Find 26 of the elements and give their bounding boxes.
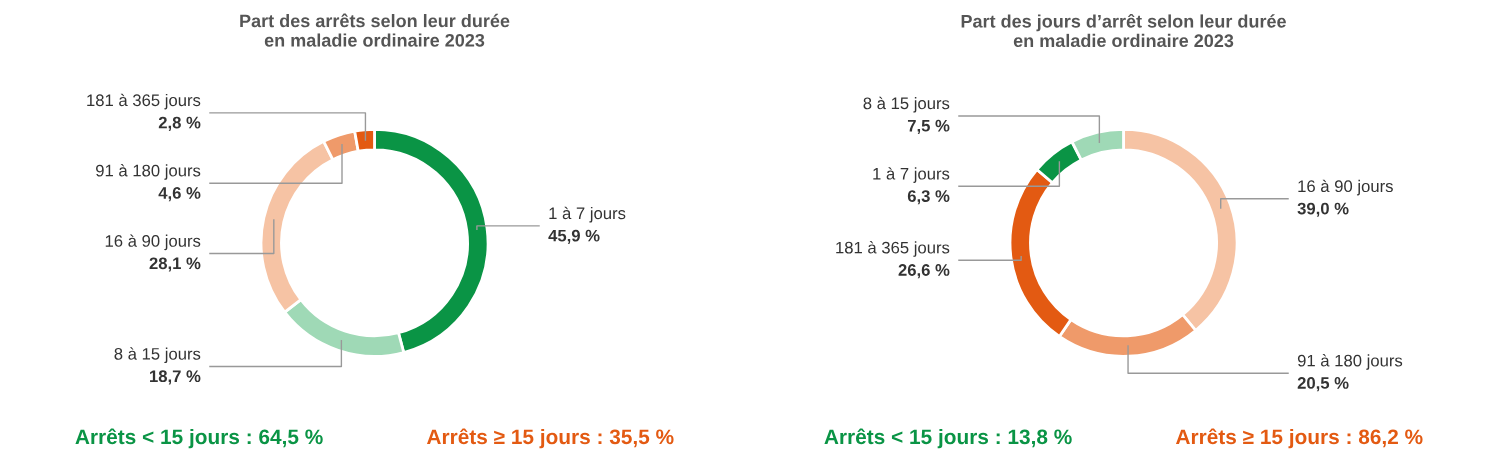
- chart-title: Part des arrêts selon leur durée en maladie ordinaire 2023: [240, 13, 510, 47]
- slice-label: 91 à 180 jours: [1297, 354, 1403, 370]
- text: Arrêts ≥ 15 jours : 86,2 %: [1175, 428, 1423, 449]
- data-label: 20,5 %: [1297, 377, 1349, 392]
- data-label: 7,5 %: [907, 119, 950, 135]
- data-label: 39,0 %: [1297, 202, 1349, 217]
- data-label: 18,7 %: [150, 370, 201, 385]
- data-label: 4,6 %: [158, 187, 201, 202]
- slice-label: 16 à 90 jours: [1298, 179, 1393, 196]
- data-label: 45,9 %: [548, 229, 600, 244]
- data-label: 28,1 %: [149, 257, 201, 272]
- slice-label: 8 à 15 jours: [863, 96, 950, 113]
- data-label: 6,3 %: [907, 190, 950, 205]
- text: Arrêts < 15 jours : 13,8 %: [824, 428, 1072, 449]
- data-label: 2,8 %: [158, 116, 201, 131]
- slice-label: 1 à 7 jours: [873, 167, 950, 183]
- slice-label: 181 à 365 jours: [87, 93, 201, 110]
- slice-label: 8 à 15 jours: [114, 347, 201, 364]
- text: Arrêts < 15 jours : 64,5 %: [75, 428, 323, 449]
- data-label: 26,6 %: [898, 264, 950, 279]
- text: Arrêts ≥ 15 jours : 35,5 %: [426, 428, 674, 449]
- slice-label: 181 à 365 jours: [836, 241, 950, 257]
- slice-label: 16 à 90 jours: [105, 234, 201, 251]
- chart-title: Part des jours d’arrêt selon leur durée en maladie ordinaire 2023: [961, 14, 1286, 48]
- slice-label: 1 à 7 jours: [549, 206, 626, 223]
- slice-label: 91 à 180 jours: [96, 164, 201, 180]
